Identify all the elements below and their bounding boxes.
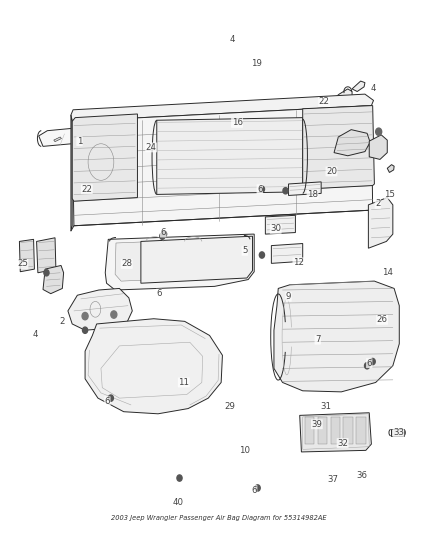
Text: 30: 30	[270, 224, 281, 233]
Text: 11: 11	[178, 378, 189, 387]
Circle shape	[82, 327, 88, 333]
Polygon shape	[357, 417, 366, 444]
Polygon shape	[68, 288, 132, 330]
Circle shape	[370, 358, 375, 365]
Text: 6: 6	[105, 397, 110, 406]
Circle shape	[160, 233, 165, 239]
Polygon shape	[343, 417, 353, 444]
Circle shape	[364, 362, 370, 369]
Text: 2: 2	[60, 317, 65, 326]
Polygon shape	[19, 239, 35, 272]
Polygon shape	[105, 234, 254, 290]
Text: 28: 28	[121, 260, 132, 269]
Text: 24: 24	[146, 143, 157, 152]
Polygon shape	[387, 165, 394, 173]
Polygon shape	[265, 215, 295, 234]
Polygon shape	[272, 244, 303, 263]
Circle shape	[44, 270, 49, 276]
Text: 7: 7	[315, 335, 321, 344]
Text: 31: 31	[320, 402, 331, 411]
Text: 18: 18	[307, 190, 318, 199]
Text: 6: 6	[251, 486, 257, 495]
Circle shape	[82, 312, 88, 320]
Polygon shape	[352, 81, 365, 92]
Text: 26: 26	[377, 316, 388, 324]
Polygon shape	[141, 236, 252, 283]
Polygon shape	[331, 417, 340, 444]
Polygon shape	[318, 417, 327, 444]
Circle shape	[108, 395, 113, 401]
Circle shape	[283, 188, 288, 194]
Text: 6: 6	[160, 228, 166, 237]
Polygon shape	[85, 319, 223, 414]
Text: 37: 37	[327, 475, 338, 484]
Polygon shape	[72, 114, 138, 201]
Text: 12: 12	[293, 258, 304, 267]
Text: 39: 39	[311, 420, 322, 429]
Polygon shape	[54, 137, 61, 142]
Text: 2: 2	[375, 199, 381, 208]
Circle shape	[177, 475, 182, 481]
Polygon shape	[36, 238, 56, 273]
Polygon shape	[289, 182, 321, 196]
Polygon shape	[157, 118, 303, 195]
Text: 4: 4	[32, 330, 38, 339]
Polygon shape	[305, 417, 314, 444]
Text: 14: 14	[382, 268, 393, 277]
Text: 6: 6	[367, 359, 372, 368]
Polygon shape	[274, 281, 399, 392]
Polygon shape	[326, 89, 352, 115]
Text: 5: 5	[242, 246, 247, 255]
Polygon shape	[72, 106, 373, 226]
Text: 2003 Jeep Wrangler Passenger Air Bag Diagram for 55314982AE: 2003 Jeep Wrangler Passenger Air Bag Dia…	[111, 515, 327, 521]
Text: 20: 20	[326, 167, 337, 176]
Text: 10: 10	[239, 446, 250, 455]
Text: 16: 16	[232, 118, 243, 127]
Polygon shape	[300, 413, 371, 452]
Polygon shape	[334, 130, 370, 156]
Polygon shape	[115, 238, 245, 281]
Circle shape	[259, 252, 265, 258]
Polygon shape	[71, 94, 374, 122]
Text: 32: 32	[337, 439, 348, 448]
Polygon shape	[368, 198, 393, 248]
Text: 4: 4	[229, 35, 235, 44]
Text: 4: 4	[371, 84, 376, 93]
Text: 6: 6	[156, 289, 162, 298]
Text: 25: 25	[17, 260, 28, 269]
Text: 15: 15	[384, 190, 396, 199]
Text: 33: 33	[393, 428, 404, 437]
Circle shape	[162, 231, 166, 237]
Text: 19: 19	[251, 59, 262, 68]
Polygon shape	[369, 135, 387, 159]
Text: 29: 29	[224, 402, 235, 411]
Text: 36: 36	[356, 471, 367, 480]
Text: 9: 9	[286, 292, 291, 301]
Text: 40: 40	[173, 498, 184, 507]
Polygon shape	[71, 115, 72, 231]
Text: 1: 1	[77, 136, 82, 146]
Circle shape	[111, 311, 117, 318]
Polygon shape	[303, 106, 374, 189]
Circle shape	[259, 186, 265, 192]
Polygon shape	[39, 104, 339, 147]
Circle shape	[376, 128, 381, 135]
Text: 22: 22	[81, 185, 92, 193]
Polygon shape	[391, 430, 403, 436]
Polygon shape	[43, 265, 64, 294]
Text: 6: 6	[257, 185, 262, 193]
Circle shape	[255, 485, 260, 491]
Text: 22: 22	[319, 98, 330, 107]
